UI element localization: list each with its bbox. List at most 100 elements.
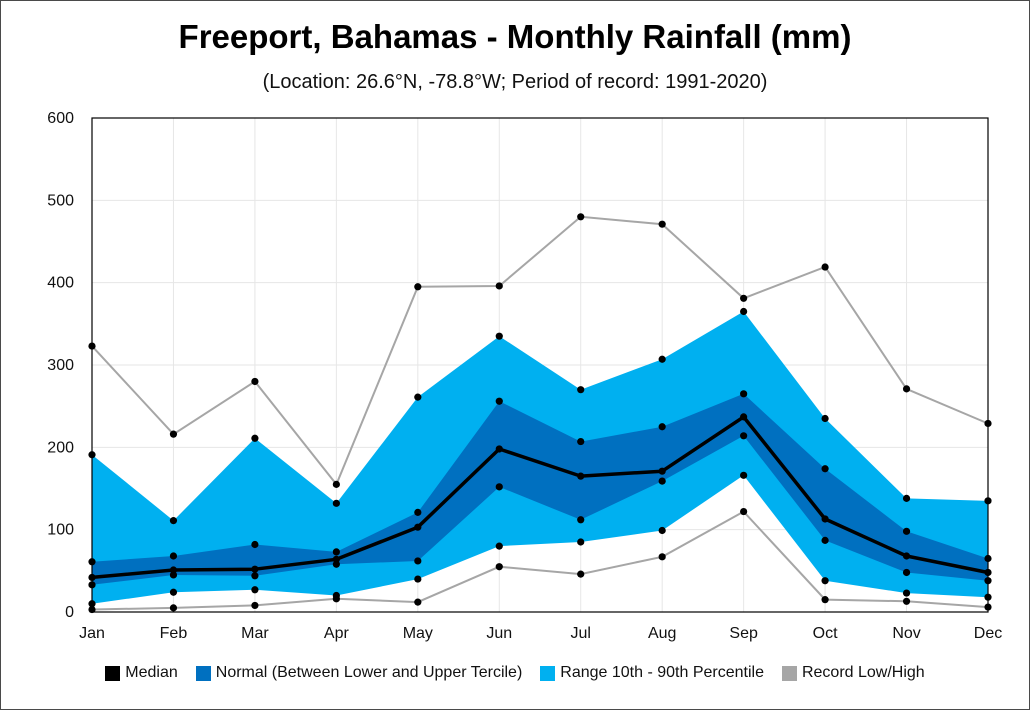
range-upper-point xyxy=(577,386,585,394)
range-lower-point xyxy=(821,577,829,585)
record-high-point xyxy=(251,377,259,386)
median-point xyxy=(251,565,259,573)
range-upper-point xyxy=(902,494,911,502)
median-point xyxy=(577,472,585,480)
plot-area-border xyxy=(91,117,989,613)
legend-swatch-range xyxy=(540,665,556,681)
record-high-point xyxy=(577,213,585,221)
normal-lower-point xyxy=(577,516,585,524)
record-low-line xyxy=(91,510,989,611)
range-upper-point xyxy=(88,451,96,459)
record-high-point xyxy=(984,419,992,428)
normal-lower-point xyxy=(821,536,829,544)
y-tick-label: 200 xyxy=(47,439,74,456)
record-high-point xyxy=(169,430,178,438)
normal-upper-point xyxy=(658,423,666,431)
median-point xyxy=(821,515,829,523)
record-high-line xyxy=(91,215,989,487)
x-tick-label: May xyxy=(403,625,433,642)
range-upper-point xyxy=(658,355,666,363)
median-point xyxy=(658,467,666,475)
record-low-point xyxy=(414,598,422,606)
record-low-point xyxy=(251,601,259,610)
record-high-point xyxy=(658,220,666,228)
x-tick-label: Mar xyxy=(241,625,269,642)
x-tick-label: Nov xyxy=(892,625,920,642)
median-point xyxy=(88,573,96,582)
legend-label-range: Range 10th - 90th Percentile xyxy=(560,664,764,681)
normal-upper-point xyxy=(984,554,992,563)
record-low-point xyxy=(902,597,911,605)
record-low-point xyxy=(577,570,585,578)
x-tick-label: Sep xyxy=(729,625,758,642)
range-lower-point xyxy=(902,589,911,597)
record-high-point xyxy=(740,294,748,302)
normal-upper-point xyxy=(169,552,178,560)
range-upper-point xyxy=(251,434,259,442)
range-upper-point xyxy=(984,497,992,505)
normal-upper-point xyxy=(414,508,422,516)
median-point xyxy=(495,445,503,453)
range-lower-point xyxy=(169,588,178,596)
record-high-point xyxy=(821,263,829,271)
chart-legend: Median Normal (Between Lower and Upper T… xyxy=(0,664,1030,682)
median-point xyxy=(332,555,340,563)
x-tick-label: Jun xyxy=(486,625,512,642)
range-lower-point xyxy=(577,538,585,546)
record-low-point xyxy=(658,553,666,561)
normal-lower-point xyxy=(88,581,96,589)
range-upper-point xyxy=(332,499,340,507)
record-low-point xyxy=(495,563,503,571)
y-tick-label: 500 xyxy=(47,192,74,209)
record-low-point xyxy=(984,603,992,611)
record-high-point xyxy=(495,282,503,290)
range-lower-point xyxy=(495,542,503,550)
range-lower-point xyxy=(332,591,340,600)
median-point xyxy=(169,566,178,574)
median-point xyxy=(984,568,992,577)
x-tick-label: Jan xyxy=(79,625,105,642)
record-low-point xyxy=(740,507,748,516)
normal-lower-point xyxy=(251,572,259,580)
x-tick-label: Feb xyxy=(160,625,188,642)
range-upper-point xyxy=(495,332,503,340)
record-high-point xyxy=(332,480,340,488)
y-tick-label: 0 xyxy=(65,604,74,621)
legend-item-normal: Normal (Between Lower and Upper Tercile) xyxy=(195,664,523,682)
range-upper-point xyxy=(169,517,178,525)
range-lower-point xyxy=(984,593,992,601)
legend-item-range: Range 10th - 90th Percentile xyxy=(540,664,764,682)
range-lower-point xyxy=(88,600,96,608)
legend-swatch-normal xyxy=(195,665,211,681)
record-high-point xyxy=(414,283,422,291)
x-tick-label: Aug xyxy=(648,625,676,642)
chart-title: Freeport, Bahamas - Monthly Rainfall (mm… xyxy=(178,18,852,55)
range-lower-point xyxy=(658,526,666,535)
y-tick-label: 100 xyxy=(47,522,74,539)
normal-lower-point xyxy=(414,557,422,565)
y-tick-label: 400 xyxy=(47,275,74,292)
y-tick-label: 300 xyxy=(47,357,74,374)
legend-label-median: Median xyxy=(125,664,178,681)
normal-lower-point xyxy=(495,483,503,491)
normal-upper-point xyxy=(251,540,259,549)
legend-swatch-median xyxy=(105,665,121,681)
range-upper-point xyxy=(821,414,829,423)
x-tick-label: Dec xyxy=(974,625,1002,642)
record-high-point xyxy=(88,342,96,350)
normal-upper-point xyxy=(821,465,829,473)
normal-lower-point xyxy=(658,477,666,485)
range-upper-point xyxy=(740,307,748,316)
median-point xyxy=(740,413,748,421)
normal-lower-point xyxy=(169,571,178,579)
legend-item-record: Record Low/High xyxy=(781,664,925,682)
median-line xyxy=(91,415,989,580)
range-lower-point xyxy=(251,586,259,594)
legend-label-normal: Normal (Between Lower and Upper Tercile) xyxy=(215,664,523,681)
normal-lower-point xyxy=(902,568,911,577)
record-low-point xyxy=(169,604,178,612)
range-upper-point xyxy=(414,393,422,401)
x-tick-label: Oct xyxy=(813,625,838,642)
record-high-point xyxy=(902,385,911,393)
